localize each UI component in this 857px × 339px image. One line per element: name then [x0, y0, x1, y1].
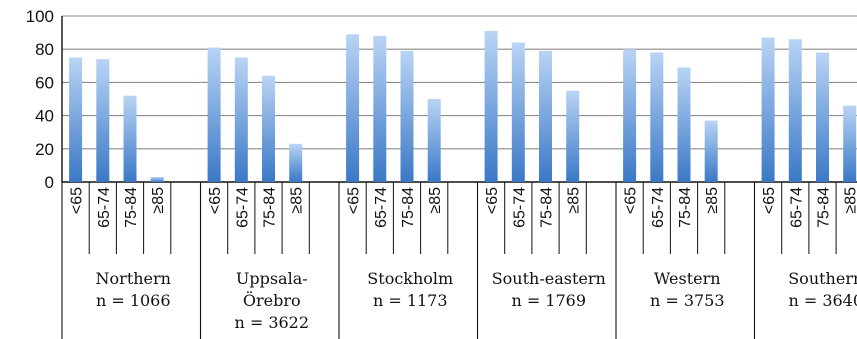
x-subcategory-label: <65: [207, 187, 224, 214]
x-subcategory-label: <65: [761, 187, 778, 214]
bar: [150, 177, 164, 182]
bar: [623, 49, 637, 183]
bar: [816, 52, 829, 182]
group-label: South-eastern: [492, 269, 606, 288]
x-subcategory-label: 65-74: [96, 187, 113, 228]
x-subcategory-label: 75-84: [400, 187, 417, 228]
group-sample-size: n = 3640: [788, 291, 857, 310]
x-subcategory-label: ≥85: [566, 187, 583, 214]
bar: [373, 35, 387, 182]
y-tick-label: 0: [45, 173, 54, 192]
x-axis: <65 65-74 75-84 ≥85 Northern n = 1066 <65 65-74…: [61, 182, 857, 339]
bar: [677, 67, 691, 182]
x-subcategory-label: ≥85: [843, 187, 857, 214]
bar: [262, 75, 275, 182]
x-subcategory-label: <65: [623, 187, 640, 214]
bar: [69, 57, 83, 182]
x-subcategory-label: 75-84: [816, 187, 833, 228]
x-subcategory-label: 65-74: [511, 187, 528, 228]
bar: [539, 50, 552, 182]
bar: [427, 99, 441, 182]
gridlines: [61, 15, 857, 183]
group-label: Southern: [788, 269, 857, 288]
group-sample-size: n = 1173: [373, 291, 448, 310]
bar: [761, 37, 775, 182]
x-subcategory-label: <65: [69, 187, 86, 214]
bar: [207, 47, 221, 182]
group-sample-size: n = 3622: [234, 313, 309, 332]
x-subcategory-label: ≥85: [150, 187, 167, 214]
group-label: Stockholm: [367, 269, 453, 288]
x-subcategory-label: ≥85: [289, 187, 306, 214]
bar: [511, 42, 525, 183]
y-axis-ticks: 0 20 40 60 80 100: [26, 7, 54, 192]
bar: [484, 30, 498, 182]
x-subcategory-label: 65-74: [650, 187, 667, 228]
group-sample-size: n = 3753: [650, 291, 725, 310]
group-label: Western: [654, 269, 721, 288]
x-subcategory-label: 65-74: [234, 187, 251, 228]
x-subcategory-label: 75-84: [262, 187, 279, 228]
y-tick-label: 100: [26, 7, 54, 26]
x-subcategory-label: ≥85: [704, 187, 721, 214]
bar: [788, 39, 802, 182]
bar: [650, 52, 664, 182]
bar: [234, 57, 248, 182]
group-label: Uppsala-: [236, 269, 308, 288]
x-subcategory-label: ≥85: [427, 187, 444, 214]
y-tick-label: 80: [35, 40, 54, 59]
bar: [843, 105, 857, 182]
x-subcategory-label: 75-84: [123, 187, 140, 228]
bar: [400, 50, 414, 182]
x-subcategory-label: 65-74: [788, 187, 805, 228]
bars: [69, 30, 857, 183]
x-subcategory-label: 75-84: [677, 187, 694, 228]
x-subcategory-label: 75-84: [539, 187, 556, 228]
bar: [289, 143, 303, 182]
y-tick-label: 20: [35, 140, 54, 159]
x-subcategory-label: <65: [346, 187, 363, 214]
bar: [346, 34, 360, 183]
bar: [123, 95, 137, 182]
group-sample-size: n = 1769: [511, 291, 586, 310]
group-label: Örebro: [243, 290, 301, 310]
bar: [96, 59, 110, 182]
x-subcategory-label: 65-74: [373, 187, 390, 228]
y-tick-label: 60: [35, 73, 54, 92]
y-tick-label: 40: [35, 107, 54, 126]
x-subcategory-label: <65: [484, 187, 501, 214]
group-sample-size: n = 1066: [96, 291, 171, 310]
group-label: Northern: [96, 269, 171, 288]
bar: [566, 90, 580, 182]
bar: [704, 120, 718, 182]
